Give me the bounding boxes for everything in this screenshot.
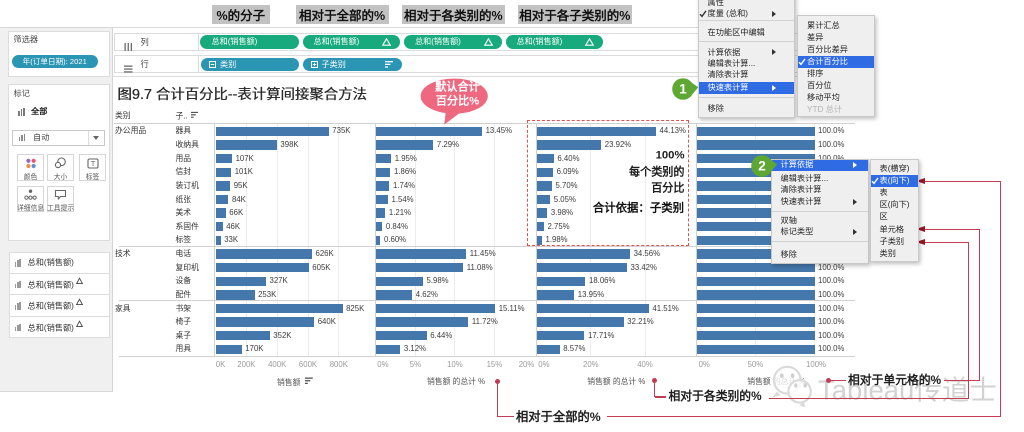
svg-text:2: 2 bbox=[758, 159, 766, 174]
svg-text:Tableau传道士: Tableau传道士 bbox=[818, 375, 997, 406]
svg-text:T: T bbox=[90, 159, 95, 168]
svg-text:1: 1 bbox=[680, 82, 688, 97]
